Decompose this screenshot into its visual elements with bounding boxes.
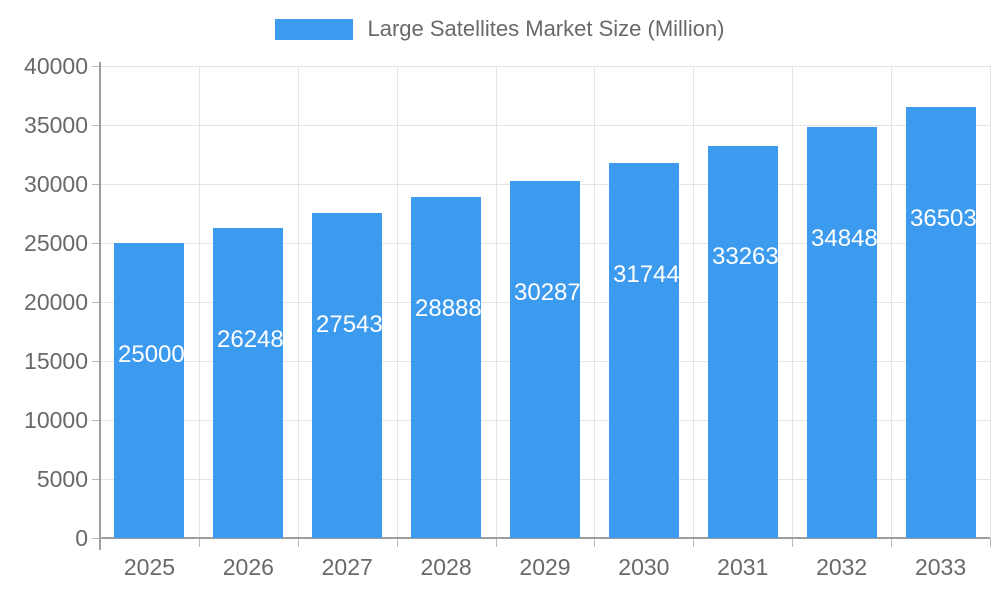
gridline-horizontal: [100, 125, 990, 126]
bar-value-label: 33263: [712, 243, 779, 271]
gridline-vertical: [990, 66, 991, 538]
x-axis-labels: 2025 2026 2027 2028 2029 2030 2031 2032 2033: [100, 556, 990, 592]
gridline-vertical: [199, 66, 200, 538]
y-axis-line: [99, 62, 101, 550]
y-axis-tick: [92, 479, 100, 480]
legend-item-label: Large Satellites Market Size (Million): [367, 16, 725, 41]
x-axis-tick-label: 2030: [618, 554, 670, 580]
x-axis-tick: [298, 538, 299, 547]
x-axis-tick-label: 2029: [519, 554, 571, 580]
y-axis-tick: [92, 538, 100, 539]
bar[interactable]: [312, 213, 382, 538]
bar-value-label: 31744: [613, 261, 680, 289]
y-axis-tick-label: 5000: [36, 466, 88, 492]
x-axis-tick: [397, 538, 398, 547]
x-axis-tick-label: 2031: [717, 554, 769, 580]
x-axis-tick: [792, 538, 793, 547]
bar[interactable]: [213, 228, 283, 538]
y-axis-tick-label: 40000: [24, 53, 88, 79]
x-axis-tick: [199, 538, 200, 547]
legend-item-large-satellites[interactable]: Large Satellites Market Size (Million): [275, 16, 725, 41]
y-axis-tick: [92, 361, 100, 362]
gridline-vertical: [891, 66, 892, 538]
x-axis-tick: [594, 538, 595, 547]
gridline-vertical: [693, 66, 694, 538]
x-axis-tick-label: 2026: [222, 554, 274, 580]
bar[interactable]: [411, 197, 481, 538]
x-axis-tick-label: 2032: [816, 554, 868, 580]
chart-legend: Large Satellites Market Size (Million): [0, 12, 1000, 46]
x-axis-tick-label: 2025: [123, 554, 176, 580]
bar[interactable]: [609, 163, 679, 538]
legend-swatch-icon: [275, 18, 354, 40]
y-axis-tick: [92, 184, 100, 185]
gridline-vertical: [594, 66, 595, 538]
gridline-horizontal: [100, 66, 990, 67]
y-axis-tick-label: 15000: [24, 348, 88, 374]
gridline-vertical: [496, 66, 497, 538]
x-axis-tick: [693, 538, 694, 547]
y-axis-tick-label: 0: [75, 525, 88, 551]
bar[interactable]: [510, 180, 580, 538]
bar-value-label: 28888: [415, 295, 482, 323]
gridline-vertical: [298, 66, 299, 538]
bar-series-large-satellites: 25000 26248 27543 28888 30287 31744 33263 34848…: [100, 66, 990, 538]
bar-value-label: 25000: [118, 341, 185, 368]
y-axis-tick-label: 20000: [24, 289, 88, 315]
y-axis-tick-label: 35000: [24, 112, 88, 138]
x-axis-tick: [990, 538, 991, 547]
gridline-vertical: [792, 66, 793, 538]
y-axis-tick: [92, 302, 100, 303]
bar-value-label: 30287: [514, 278, 581, 306]
x-axis-tick: [496, 538, 497, 547]
y-axis-tick-label: 30000: [24, 171, 88, 197]
gridline-vertical: [397, 66, 398, 538]
bar[interactable]: [114, 243, 184, 538]
bar-value-label: 34848: [811, 224, 878, 252]
bar[interactable]: [708, 145, 778, 538]
x-axis-tick-label: 2027: [321, 554, 373, 580]
bar-value-label: 36503: [910, 205, 977, 233]
y-axis-tick: [92, 243, 100, 244]
x-axis-line: [99, 537, 990, 539]
bar[interactable]: [906, 107, 976, 538]
bar[interactable]: [807, 126, 877, 538]
y-axis-tick-label: 10000: [24, 407, 88, 433]
y-axis-labels: 0 5000 10000 15000 20000 25000 30000 35000 40000: [0, 55, 88, 550]
y-axis-tick: [92, 66, 100, 67]
x-axis-tick-label: 2033: [914, 554, 967, 580]
bar-value-label: 27543: [316, 310, 383, 338]
y-axis-tick: [92, 420, 100, 421]
y-axis-tick-label: 25000: [24, 230, 88, 256]
x-axis-tick-label: 2028: [420, 554, 472, 580]
bar-value-label: 26248: [217, 326, 284, 354]
x-axis-tick: [891, 538, 892, 547]
y-axis-tick: [92, 125, 100, 126]
